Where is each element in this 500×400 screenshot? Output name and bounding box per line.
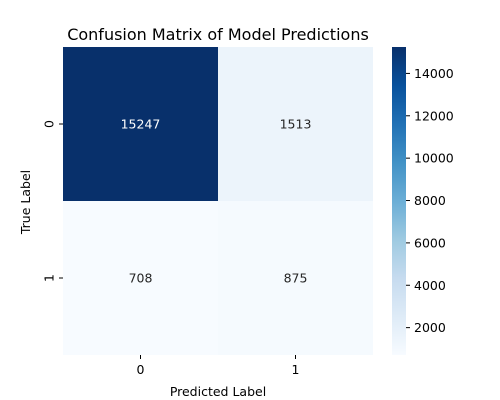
heatmap-cell-0-1 [218,47,373,201]
colorbar-ticks: 2000 4000 6000 8000 10000 12000 14000 [406,66,454,335]
colorbar-tick-label-4: 10000 [414,151,454,166]
cell-value-label-1-0: 708 [129,271,153,286]
heatmap-cell-1-1 [218,201,373,355]
colorbar-tick-label-5: 12000 [414,108,454,123]
y-tick-label-1: 1 [42,274,57,282]
heatmap-cell-0-0 [63,47,218,201]
heatmap-cell-1-0 [63,201,218,355]
colorbar-tick-label-6: 14000 [414,66,454,81]
colorbar [392,47,406,355]
y-axis-ticks: 01 [42,120,63,282]
x-axis-label: Predicted Label [170,384,266,399]
heatmap-cell-labels: 15247 1513 708 875 [121,117,312,286]
cell-value-label-0-0: 15247 [121,117,161,132]
chart-title: Confusion Matrix of Model Predictions [67,25,369,44]
x-tick-label-1: 1 [292,362,300,377]
cell-value-label-1-1: 875 [284,271,308,286]
y-tick-label-0: 0 [42,120,57,128]
colorbar-tick-label-3: 8000 [414,193,446,208]
x-tick-label-0: 0 [137,362,145,377]
heatmap-cells [63,47,373,355]
colorbar-tick-label-0: 2000 [414,320,446,335]
colorbar-tick-label-2: 6000 [414,235,446,250]
cell-value-label-0-1: 1513 [280,117,312,132]
colorbar-tick-label-1: 4000 [414,278,446,293]
y-axis-label: True Label [18,170,33,235]
